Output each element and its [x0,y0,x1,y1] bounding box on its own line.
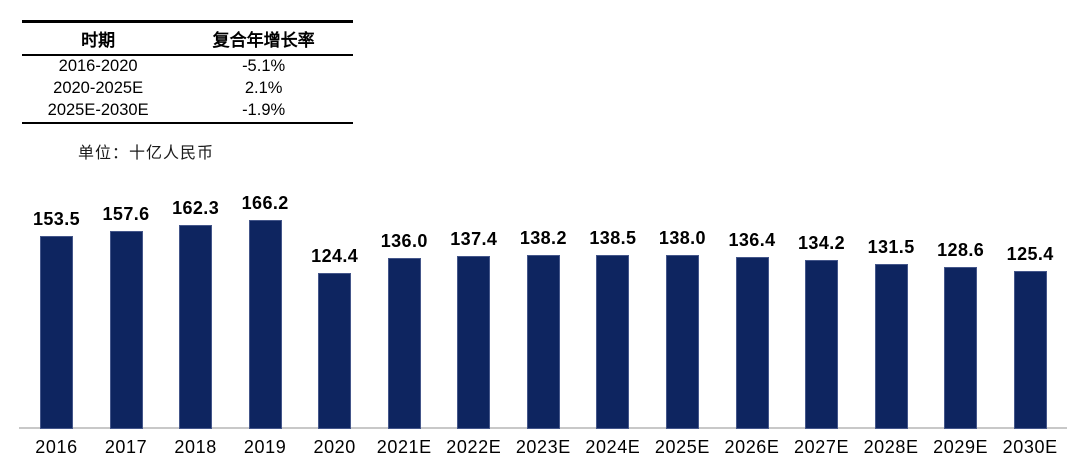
bar-2023E [526,255,560,429]
x-axis-tick-label: 2028E [863,437,919,457]
x-axis-tick-label: 2027E [794,437,850,457]
cagr-table-cell: 2.1% [244,79,283,97]
bar-2017 [109,230,143,429]
cagr-table-header-row: 时期 复合年增长率 [22,21,353,56]
bar-2025E [665,255,699,429]
bar-2022E [457,256,491,429]
bar-2020 [318,272,352,429]
bar-value-label: 131.5 [867,236,915,257]
bar-value-label: 166.2 [241,193,289,213]
bar-2019 [248,220,282,429]
bar-value-label: 153.5 [32,208,81,229]
bar-2029E [944,267,978,429]
bar-value-label: 125.4 [1006,244,1054,265]
bar-value-label: 162.3 [172,197,220,218]
x-axis-tick-label: 2026E [724,437,780,457]
x-axis-tick-label: 2021E [376,437,432,457]
bar-value-label: 138.5 [589,227,637,248]
bar-value-label: 138.2 [519,228,567,249]
x-axis-tick-label: 2020 [313,437,356,457]
bar-value-label: 128.6 [937,240,985,261]
x-axis-tick-label: 2019 [243,437,287,457]
bar-value-label: 157.6 [102,203,150,224]
cagr-table-cell: 2016-2020 [58,57,138,75]
x-axis-tick-label: 2023E [515,437,571,457]
cagr-table-cell: 2020-2025E [53,79,144,97]
x-axis-tick-label: 2017 [104,437,148,457]
cagr-table-cell: 2025E-2030E [47,101,149,119]
x-axis-tick-label: 2018 [174,437,217,457]
cagr-table-row: 2020-2025E 2.1% [22,78,353,100]
bar-2021E [387,257,421,429]
bar-value-label: 138.0 [658,228,706,249]
chart-unit-label: 单位：十亿人民币 [78,145,215,162]
bar-2030E [1013,271,1047,429]
cagr-table-row: 2016-2020 -5.1% [22,55,353,78]
x-axis-tick-label: 2016 [35,437,78,457]
bar-2027E [805,260,839,429]
bar-value-label: 137.4 [450,229,498,250]
cagr-table-row: 2025E-2030E -1.9% [22,100,353,123]
bar-value-label: 124.4 [311,245,359,266]
bar-2028E [874,263,908,429]
cagr-table: 时期 复合年增长率 2016-2020 -5.1% 2020-2025E 2.1% 202… [22,20,353,124]
cagr-table-header: 时期 复合年增长率 [22,21,353,56]
bar-value-label: 136.4 [728,230,776,251]
x-axis-tick-label: 2025E [654,437,710,457]
bar-value-label: 136.0 [380,230,428,251]
cagr-table-header-cell: 复合年增长率 [174,21,353,56]
bar-2026E [735,257,769,429]
bar-value-label: 134.2 [798,233,846,254]
x-axis-tick-label: 2030E [1002,437,1058,457]
bar-2018 [179,224,213,429]
bar-2024E [596,254,630,429]
x-axis-tick-label: 2029E [933,437,989,457]
cagr-table-header-cell: 时期 [22,21,175,56]
x-axis-tick-label: 2022E [446,437,502,457]
cagr-table-cell: -5.1% [242,57,286,75]
x-axis-tick-label: 2024E [585,437,641,457]
cagr-table-body: 2016-2020 -5.1% 2020-2025E 2.1% 2025E-2030E -… [22,55,353,123]
bar-2016 [40,235,73,429]
cagr-table-cell: -1.9% [242,101,286,119]
